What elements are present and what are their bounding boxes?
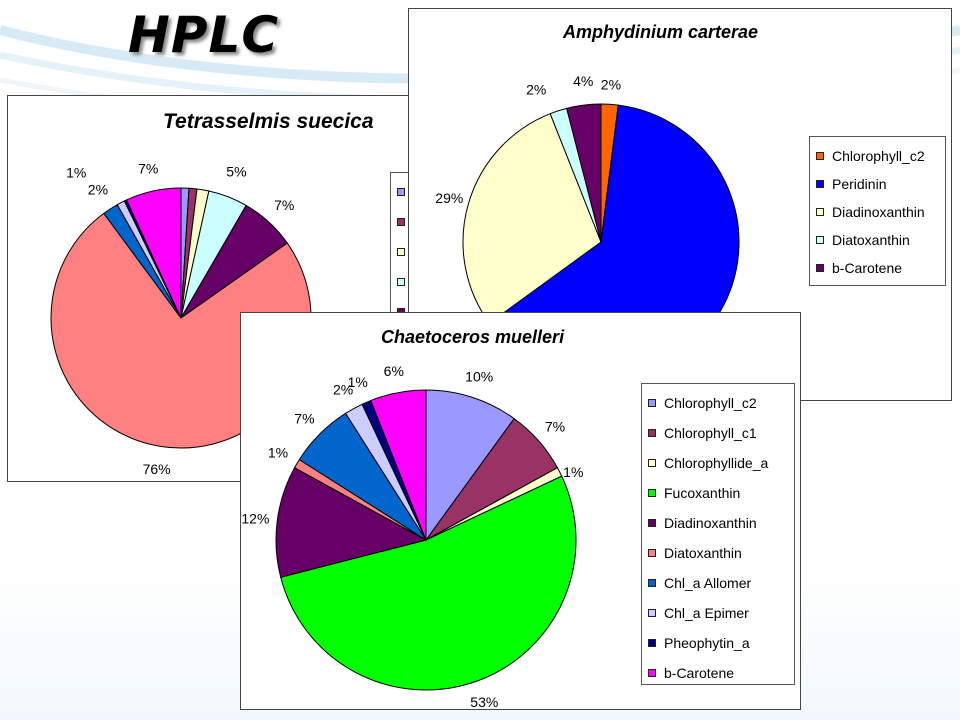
pie-slice-label: 7% — [294, 410, 314, 426]
pie-slice — [566, 103, 602, 243]
legend-swatch — [816, 152, 824, 160]
pie-slice — [462, 113, 602, 324]
pie-slice — [125, 187, 182, 319]
legend-label: Chlorophyllide_a — [664, 455, 769, 471]
pie-slice-label: 5% — [226, 163, 246, 179]
pie-slice — [275, 467, 428, 578]
pie-slice-label: 76% — [143, 461, 171, 477]
pie-slice-label: 1% — [66, 164, 86, 180]
legend-swatch — [816, 208, 824, 216]
pie-slice-label: 12% — [241, 510, 269, 526]
legend-label: Chlorophyll_c2 — [832, 148, 925, 164]
chart-title: Amphydinium carterae — [563, 22, 759, 42]
chart-chaetoceros: Chaetoceros muelleri 10% 7% 1% 53% 12% 1% 7% 2%… — [240, 312, 801, 710]
legend-label: b-Carotene — [664, 665, 735, 681]
legend-swatch — [648, 429, 656, 437]
legend-label: b-Carotene — [832, 260, 903, 276]
legend-swatch — [397, 248, 405, 256]
legend-swatch — [816, 264, 824, 272]
legend-swatch — [648, 609, 656, 617]
slide-title: HPLC — [128, 6, 280, 64]
pie-slice-label: 7% — [274, 197, 294, 213]
legend-swatch — [397, 218, 405, 226]
legend-label: Diatoxanthin — [832, 232, 910, 248]
legend-label: Diadinoxanthin — [832, 204, 925, 220]
pie-slice — [370, 389, 427, 541]
pie-slice-label: 2% — [601, 76, 621, 92]
chart-legend: Chlorophyll_c2 Chlorophyll_c1 Chlorophylli… — [641, 383, 795, 685]
pie-slice-label: 2% — [526, 82, 546, 98]
pie-slice-label: 2% — [88, 182, 108, 198]
legend-swatch — [648, 579, 656, 587]
pie-slice — [425, 389, 515, 542]
legend-swatch — [648, 549, 656, 557]
legend-label: Chlorophyll_c1 — [664, 425, 757, 441]
chart-legend: Chlorophyll_c2 Peridinin Diadinoxanthin Dia… — [809, 136, 946, 286]
pie-slice-label: 53% — [470, 694, 498, 710]
pie-slice-label: 29% — [435, 190, 463, 206]
legend-label: Diatoxanthin — [664, 545, 742, 561]
legend-label: Fucoxanthin — [664, 485, 741, 501]
legend-label: Diadinoxanthin — [664, 515, 757, 531]
pie-slice-label: 4% — [573, 73, 593, 89]
chart-title: Tetrasselmis suecica — [163, 110, 374, 133]
legend-swatch — [816, 180, 824, 188]
legend-swatch — [648, 639, 656, 647]
pie-slice-label: 7% — [545, 418, 565, 434]
chart-amphydinium: Amphydinium carterae 2%63%29%2%4% Chloro… — [408, 8, 952, 401]
legend-label: Chl_a Epimer — [664, 605, 749, 621]
legend-swatch — [816, 236, 824, 244]
legend-swatch — [397, 278, 405, 286]
pie-chart: 10%7%1%53%12%1%7%2%1%6% — [241, 363, 583, 710]
pie-slice-label: 2% — [333, 381, 353, 397]
legend-swatch — [648, 669, 656, 677]
pie-slice-label: 1% — [268, 444, 288, 460]
pie-slice-label: 1% — [563, 464, 583, 480]
legend-label: Peridinin — [832, 176, 887, 192]
pie-slice — [280, 475, 577, 691]
pie-slice-label: 10% — [465, 368, 493, 384]
chart-title: Chaetoceros muelleri — [381, 327, 565, 347]
legend-swatch — [397, 188, 405, 196]
pie-slice-label: 7% — [138, 161, 158, 177]
legend-swatch — [648, 399, 656, 407]
pie-slice-label: 6% — [384, 363, 404, 379]
legend-label: Chl_a Allomer — [664, 575, 752, 591]
legend-swatch — [648, 489, 656, 497]
legend-swatch — [648, 519, 656, 527]
legend-label: Chlorophyll_c2 — [664, 395, 757, 411]
pie-slice-label: 1% — [348, 374, 368, 390]
legend-swatch — [648, 459, 656, 467]
legend-label: Pheophytin_a — [664, 635, 750, 651]
